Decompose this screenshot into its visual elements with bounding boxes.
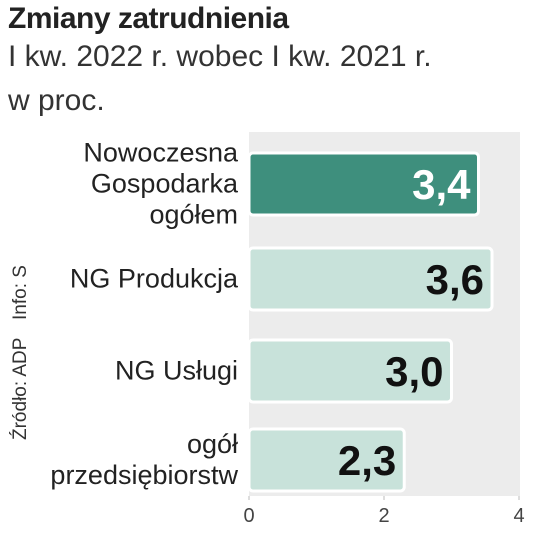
x-tick-label: 2 (378, 505, 389, 527)
credit: Info: S (10, 265, 31, 320)
value-label: 3,6 (426, 256, 484, 303)
category-label: Nowoczesna Gospodarka ogółem (83, 137, 238, 230)
x-tick-label: 4 (513, 505, 524, 527)
unit-note: w proc. (8, 84, 105, 117)
source: Źródło: ADP (10, 338, 31, 440)
category-label: NG Usługi (114, 355, 238, 386)
title: Zmiany zatrudnienia (8, 2, 289, 35)
value-label: 3,0 (385, 348, 443, 395)
category-label: ogół przedsiębiorstw (50, 429, 238, 490)
x-tick-label: 0 (243, 505, 254, 527)
value-label: 3,4 (412, 161, 471, 208)
category-label: NG Produkcja (69, 263, 238, 294)
bar (247, 151, 480, 217)
bar (247, 246, 494, 312)
bar (247, 427, 406, 493)
bar (247, 338, 453, 404)
value-label: 2,3 (338, 437, 396, 484)
subtitle: I kw. 2022 r. wobec I kw. 2021 r. (8, 40, 432, 73)
